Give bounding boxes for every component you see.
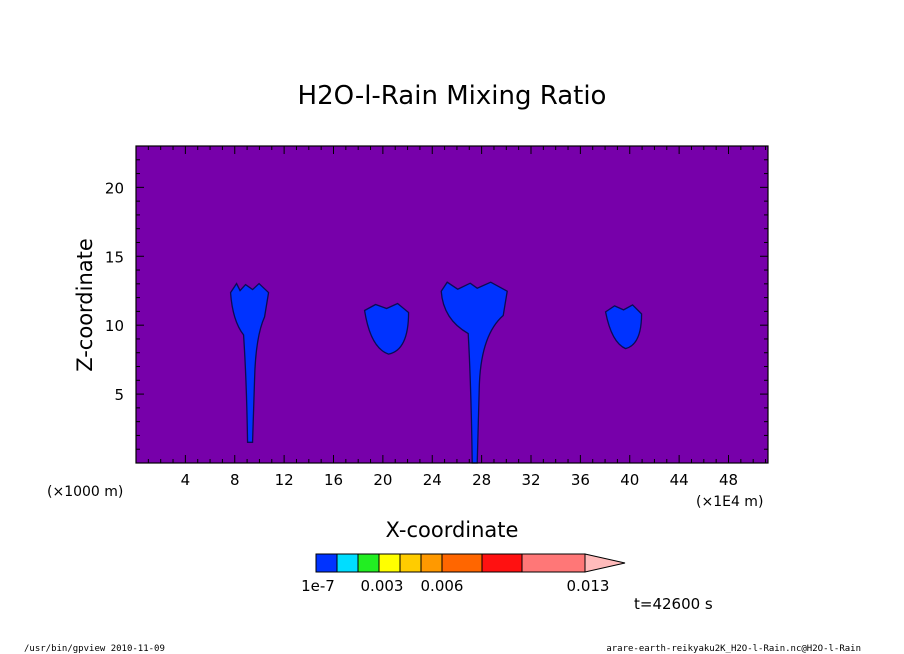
colorbar-label: 0.013 [567,577,610,595]
x-tick-label: 20 [373,471,392,489]
x-tick-label: 32 [521,471,540,489]
x-unit-left: (×1000 m) [47,484,123,500]
rain-cell-2 [363,302,410,355]
colorbar-swatch [521,553,586,573]
x-tick-label: 16 [324,471,343,489]
colorbar-arrow [584,553,626,573]
x-axis: 4 8 12 16 20 24 28 32 36 40 44 48 [147,146,767,489]
x-tick-label: 12 [275,471,294,489]
colorbar-label: 1e-7 [301,577,335,595]
rain-cell-1 [229,282,270,443]
colorbar-swatch [399,553,422,573]
x-unit-right: (×1E4 m) [696,494,763,510]
x-axis-label: X-coordinate [386,518,519,542]
colorbar-swatch [315,553,338,573]
footer-right: arare-earth-reikyaku2K_H2O-l-Rain.nc@H2O… [606,644,861,654]
footer-left: /usr/bin/gpview 2010-11-09 [24,644,165,654]
x-tick-label: 48 [719,471,738,489]
y-axis-label: Z-coordinate [73,238,97,372]
x-tick-label: 28 [472,471,491,489]
colorbar-label: 0.006 [421,577,464,595]
rain-cell-3 [440,281,508,464]
plot-area [135,145,769,464]
y-axis: 5 10 15 20 [105,159,768,450]
colorbar-swatch [420,553,443,573]
x-tick-label: 8 [230,471,240,489]
x-tick-label: 36 [571,471,590,489]
colorbar-swatch [378,553,401,573]
x-tick-label: 24 [423,471,442,489]
colorbar-swatch [336,553,359,573]
x-tick-label: 4 [181,471,191,489]
y-tick-label: 20 [105,179,124,197]
y-tick-label: 10 [105,317,124,335]
colorbar-swatch [357,553,380,573]
plot-frame [135,145,769,464]
rain-cell-4 [604,304,643,350]
chart-title: H2O-l-Rain Mixing Ratio [298,81,607,111]
y-tick-label: 15 [105,248,124,266]
x-tick-label: 44 [670,471,689,489]
time-label: t=42600 s [634,595,713,613]
x-tick-label: 40 [620,471,639,489]
y-tick-label: 5 [114,386,124,404]
colorbar-swatch [481,553,523,573]
colorbar-label: 0.003 [361,577,404,595]
colorbar: 1e-7 0.003 0.006 0.013 [301,553,626,595]
colorbar-swatch [441,553,483,573]
